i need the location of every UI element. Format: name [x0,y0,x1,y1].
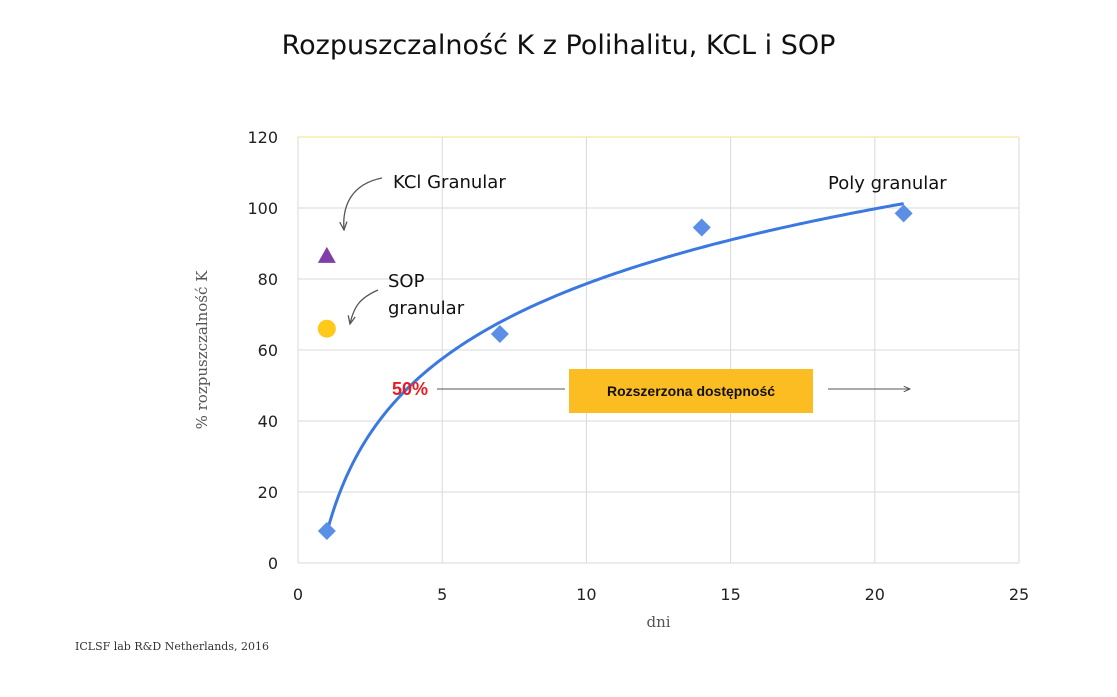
x-tick-label: 10 [576,585,596,604]
y-tick-label: 80 [258,270,278,289]
x-tick-label: 25 [1009,585,1029,604]
x-tick-label: 0 [293,585,303,604]
poly-data-point [490,325,509,344]
fifty-percent-label: 50% [392,379,428,399]
x-tick-label: 5 [437,585,447,604]
poly-label: Poly granular [828,173,947,194]
y-tick-label: 60 [258,341,278,360]
sop-label-line2: granular [388,298,465,319]
chart-title: Rozpuszczalność K z Polihalitu, KCL i SO… [281,30,836,61]
x-axis-title: dni [646,613,670,631]
y-axis-title: % rozpuszczalność K [193,270,211,430]
x-tick-label: 15 [720,585,740,604]
poly-data-point [894,204,913,223]
poly-data-point [317,522,336,541]
y-tick-label: 100 [247,199,278,218]
y-tick-label: 40 [258,412,278,431]
kcl-arrow [344,177,383,230]
sop-label-line1: SOP [388,271,425,292]
x-tick-label: 20 [865,585,885,604]
y-tick-label: 20 [258,483,278,502]
y-tick-label: 0 [268,554,278,573]
y-tick-label: 120 [247,128,278,147]
sop-arrow [350,289,379,324]
extended-availability-box [569,369,813,413]
trendline [325,202,904,534]
kcl-label: KCl Granular [393,172,506,193]
poly-data-point [692,218,711,237]
kcl-data-point [317,246,336,263]
source-note: ICLSF lab R&D Netherlands, 2016 [75,640,269,653]
sop-data-point [317,319,336,338]
extended-availability-label: Rozszerzona dostępność [607,383,775,399]
